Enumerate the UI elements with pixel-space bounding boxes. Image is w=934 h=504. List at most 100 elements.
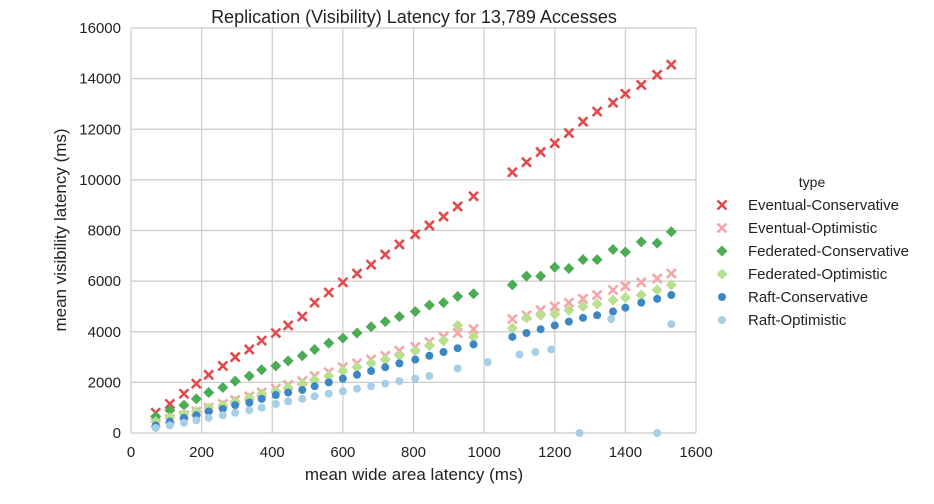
point-eventual-conservative xyxy=(393,239,405,250)
point-eventual-conservative xyxy=(178,388,190,400)
legend-label: Eventual-Optimistic xyxy=(748,220,878,237)
point-raft-conservative xyxy=(550,321,559,330)
point-eventual-conservative xyxy=(203,369,215,381)
point-eventual-conservative xyxy=(351,268,363,279)
y-tick-label: 12000 xyxy=(79,121,121,138)
x-tick-labels: 0 200 400 600 800 1000 1200 1400 1600 xyxy=(127,444,713,461)
x-tick-label: 1600 xyxy=(679,444,712,461)
legend-label: Federated-Conservative xyxy=(748,243,909,260)
point-raft-conservative xyxy=(298,385,307,394)
point-federated-optimistic xyxy=(365,357,377,369)
point-raft-conservative xyxy=(324,378,333,387)
legend-marker-raft-conservative xyxy=(718,293,726,301)
x-axis-label: mean wide area latency (ms) xyxy=(305,465,523,484)
point-eventual-optimistic xyxy=(468,323,479,335)
point-raft-conservative xyxy=(579,313,587,322)
point-raft-optimistic xyxy=(395,377,404,386)
point-federated-conservative xyxy=(337,332,349,344)
point-raft-optimistic xyxy=(607,315,616,324)
point-eventual-conservative xyxy=(337,276,349,288)
point-federated-conservative xyxy=(217,381,229,393)
point-federated-conservative xyxy=(651,237,663,249)
point-federated-conservative xyxy=(178,399,190,411)
point-raft-optimistic xyxy=(192,416,201,425)
point-eventual-conservative xyxy=(309,297,321,309)
point-raft-optimistic xyxy=(231,408,240,417)
point-federated-conservative xyxy=(309,343,321,355)
legend-label: Eventual-Conservative xyxy=(748,197,899,214)
point-raft-conservative xyxy=(653,294,662,303)
point-raft-optimistic xyxy=(310,392,319,401)
point-eventual-optimistic xyxy=(665,268,677,279)
point-eventual-conservative xyxy=(438,211,449,222)
point-raft-optimistic xyxy=(338,387,347,396)
y-tick-label: 8000 xyxy=(88,223,121,240)
point-raft-optimistic xyxy=(667,320,676,329)
point-federated-conservative xyxy=(521,270,532,282)
point-raft-conservative xyxy=(245,398,254,407)
legend-marker-raft-optimistic xyxy=(718,316,726,324)
x-tick-label: 600 xyxy=(330,444,355,461)
point-federated-conservative xyxy=(203,387,215,398)
point-federated-optimistic xyxy=(563,304,575,316)
point-raft-optimistic xyxy=(298,394,307,403)
point-raft-optimistic xyxy=(411,374,420,383)
series-raft-conservative xyxy=(151,291,676,430)
point-raft-conservative xyxy=(338,374,347,383)
point-federated-optimistic xyxy=(591,298,603,310)
point-raft-optimistic xyxy=(367,382,376,391)
point-eventual-optimistic xyxy=(452,327,464,339)
point-raft-conservative xyxy=(204,407,213,416)
point-eventual-conservative xyxy=(619,88,631,100)
point-federated-conservative xyxy=(549,261,561,273)
point-federated-optimistic xyxy=(535,309,547,321)
point-eventual-conservative xyxy=(409,228,421,240)
point-federated-optimistic xyxy=(438,335,450,347)
point-eventual-conservative xyxy=(423,220,435,231)
point-raft-optimistic xyxy=(653,429,662,437)
point-federated-conservative xyxy=(296,350,308,362)
point-raft-optimistic xyxy=(324,389,333,398)
legend-marker-eventual-optimistic xyxy=(716,222,728,234)
point-eventual-conservative xyxy=(591,106,603,117)
point-federated-optimistic xyxy=(468,331,480,343)
legend-marker-federated-conservative xyxy=(716,245,728,257)
point-raft-conservative xyxy=(395,359,404,368)
point-federated-conservative xyxy=(535,270,547,282)
point-eventual-conservative xyxy=(607,97,619,109)
point-eventual-conservative xyxy=(217,360,229,372)
point-raft-conservative xyxy=(231,401,240,410)
point-federated-conservative xyxy=(323,337,335,349)
point-eventual-conservative xyxy=(452,201,464,212)
point-raft-conservative xyxy=(353,370,361,379)
point-federated-optimistic xyxy=(635,289,647,301)
y-tick-label: 14000 xyxy=(79,71,121,88)
legend-marker-federated-optimistic xyxy=(716,268,728,280)
point-raft-conservative xyxy=(637,298,646,307)
point-raft-optimistic xyxy=(381,379,390,388)
x-tick-label: 1200 xyxy=(538,444,571,461)
point-raft-optimistic xyxy=(218,411,227,420)
point-raft-conservative xyxy=(469,340,478,349)
point-eventual-conservative xyxy=(365,259,377,271)
point-federated-conservative xyxy=(409,306,421,317)
legend-label: Raft-Conservative xyxy=(748,289,868,306)
legend-label: Federated-Optimistic xyxy=(748,266,888,283)
point-federated-conservative xyxy=(270,360,282,372)
series-raft-optimistic xyxy=(151,315,676,437)
point-federated-conservative xyxy=(438,297,450,309)
point-raft-conservative xyxy=(453,344,462,353)
point-raft-conservative xyxy=(425,351,434,360)
point-federated-optimistic xyxy=(423,340,435,352)
point-raft-conservative xyxy=(564,317,573,326)
point-federated-conservative xyxy=(365,321,377,333)
series-federated-conservative xyxy=(150,226,677,423)
point-raft-conservative xyxy=(218,404,227,413)
y-tick-label: 6000 xyxy=(88,273,121,290)
point-federated-conservative xyxy=(619,246,631,258)
point-eventual-conservative xyxy=(296,311,308,322)
point-raft-conservative xyxy=(621,303,630,312)
point-eventual-conservative xyxy=(164,398,176,410)
point-federated-conservative xyxy=(468,288,480,300)
